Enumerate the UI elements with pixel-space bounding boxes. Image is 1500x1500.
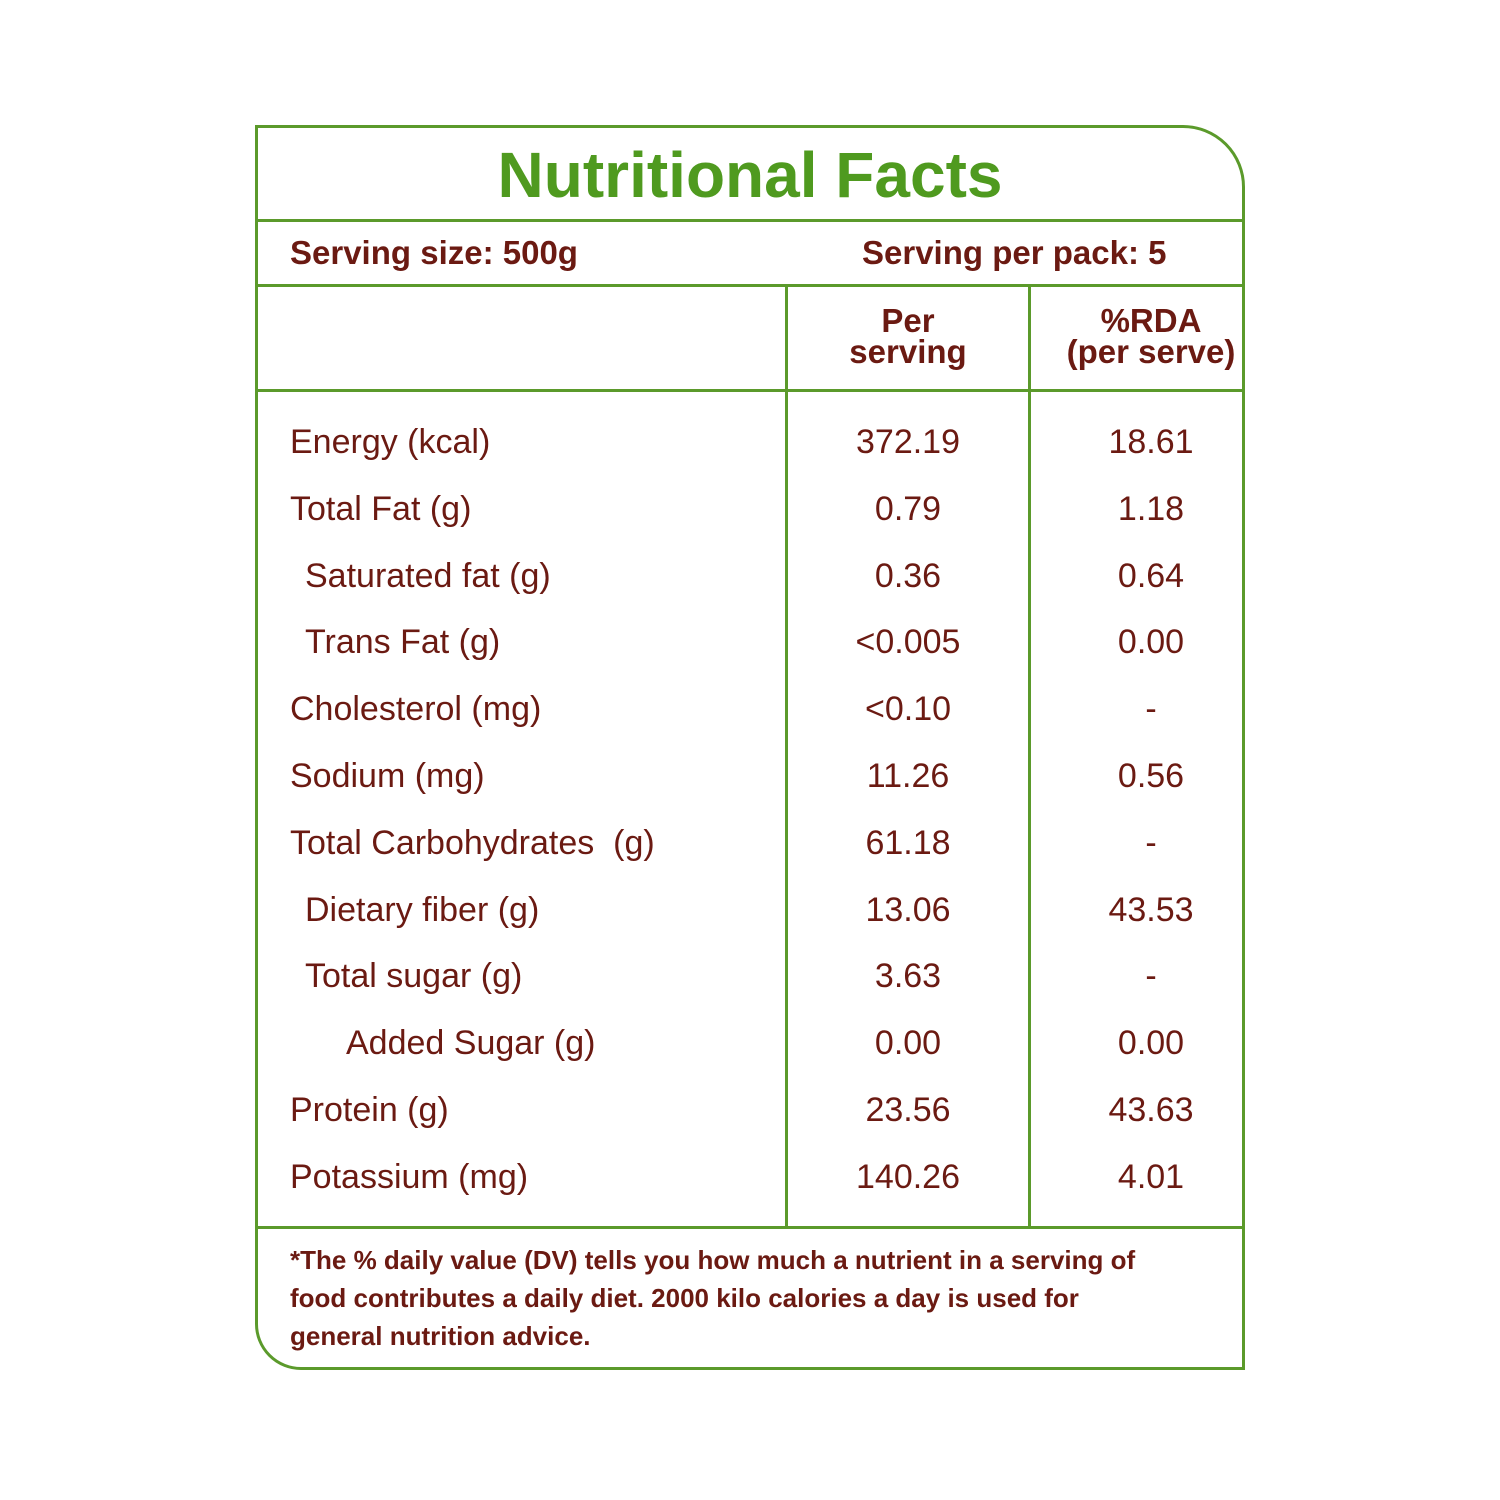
- divider: [255, 1226, 1245, 1229]
- nutrient-label: Potassium (mg): [290, 1157, 529, 1196]
- nutrient-label: Saturated fat (g): [305, 556, 551, 595]
- nutrient-value: 11.26: [866, 757, 950, 795]
- header-line: Per: [881, 302, 935, 339]
- nutrient-value: 0.00: [1117, 623, 1185, 662]
- nutrient-value: -: [1145, 957, 1157, 996]
- column-header: %RDA (per serve): [1031, 302, 1271, 370]
- divider: [255, 219, 1245, 222]
- nutrient-label: Total Fat (g): [290, 489, 472, 528]
- nutrient-value: -: [1145, 690, 1157, 729]
- divider: [255, 284, 1245, 287]
- nutrient-value: 0.00: [874, 1024, 942, 1063]
- nutrient-value: 3.63: [874, 957, 942, 996]
- serving-per-pack: Serving per pack: 5: [862, 234, 1167, 271]
- nutrient-value: 43.63: [1108, 1091, 1194, 1129]
- title: Nutritional Facts: [497, 139, 1003, 211]
- nutrient-value: 140.26: [856, 1157, 960, 1196]
- nutrient-label: Total Carbohydrates (g): [290, 823, 655, 862]
- nutrient-value: 0.00: [1117, 1024, 1185, 1063]
- nutrient-value: 23.56: [865, 1091, 951, 1129]
- nutrient-value: 0.56: [1117, 757, 1185, 795]
- nutrient-value: 4.01: [1117, 1157, 1185, 1196]
- serving-size: Serving size: 500g: [290, 234, 578, 271]
- header-line: %RDA: [1100, 302, 1202, 339]
- nutrient-value: <0.10: [864, 690, 952, 729]
- nutrient-value: 1.18: [1117, 489, 1185, 528]
- nutrient-value: 13.06: [865, 890, 951, 929]
- nutrient-label: Protein (g): [290, 1091, 449, 1129]
- nutrient-label: Dietary fiber (g): [305, 890, 540, 929]
- column-divider: [785, 285, 788, 1227]
- nutrient-value: 372.19: [856, 423, 960, 461]
- panel-border: [255, 125, 1245, 1370]
- nutrient-value: <0.005: [855, 623, 961, 662]
- nutrient-label: Sodium (mg): [290, 757, 485, 795]
- nutrient-label: Added Sugar (g): [346, 1024, 596, 1063]
- nutrient-label: Energy (kcal): [290, 423, 491, 461]
- nutrient-label: Cholesterol (mg): [290, 690, 542, 729]
- nutrient-value: 43.53: [1108, 890, 1194, 929]
- header-line: serving: [849, 333, 967, 370]
- nutrient-label: Trans Fat (g): [305, 623, 501, 662]
- divider: [255, 389, 1245, 392]
- nutrient-value: -: [1145, 823, 1157, 862]
- column-header: Per serving: [788, 302, 1028, 370]
- nutrient-value: 61.18: [865, 823, 951, 862]
- nutrient-value: 0.36: [874, 556, 942, 595]
- nutrient-value: 0.64: [1117, 556, 1185, 595]
- footnote: *The % daily value (DV) tells you how mu…: [290, 1245, 1136, 1351]
- header-line: (per serve): [1066, 333, 1236, 370]
- column-divider: [1028, 285, 1031, 1227]
- nutrient-label: Total sugar (g): [305, 957, 523, 996]
- nutrient-value: 0.79: [874, 489, 942, 528]
- nutrient-value: 18.61: [1108, 423, 1194, 461]
